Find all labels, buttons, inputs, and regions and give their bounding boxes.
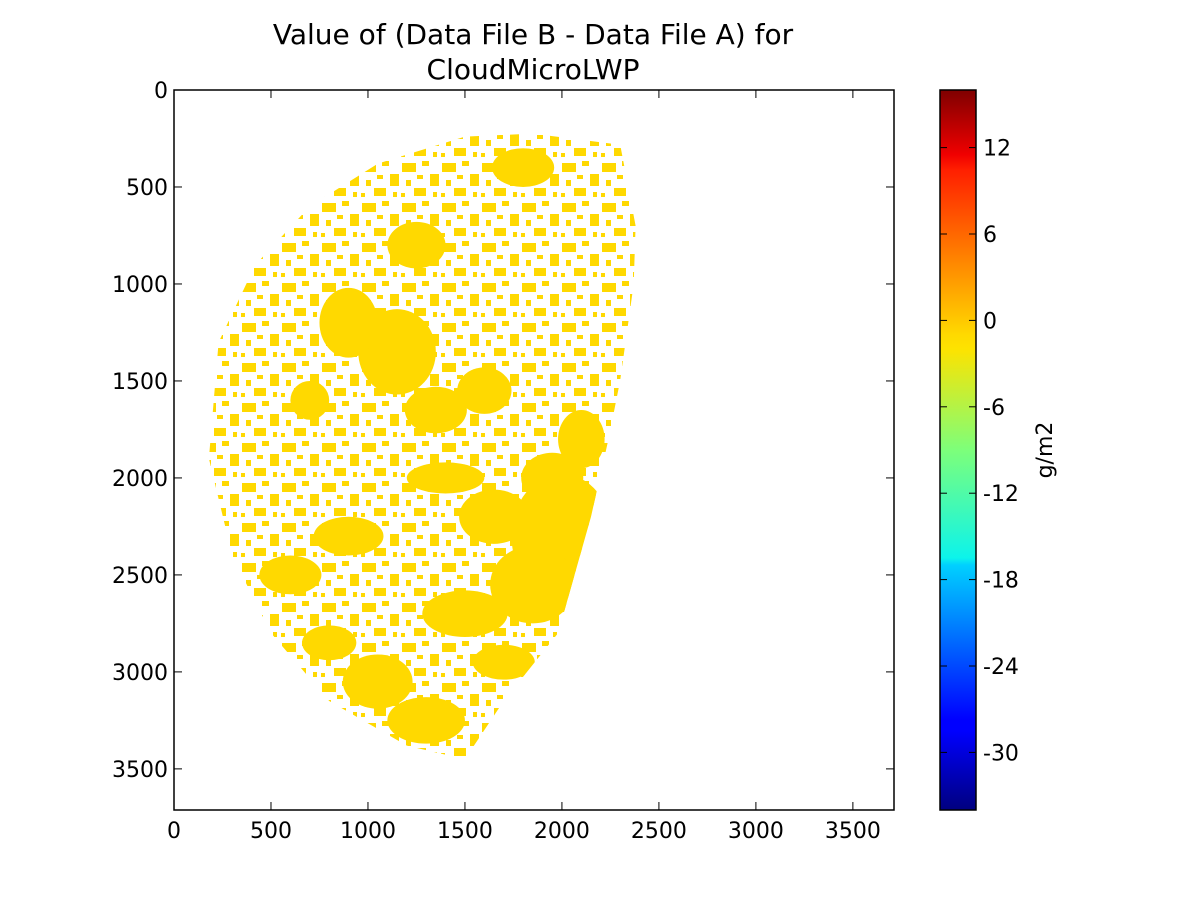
x-tick-label: 500: [250, 819, 292, 844]
x-tick-label: 1500: [437, 819, 493, 844]
colorbar-tick-label: -12: [983, 482, 1019, 507]
colorbar-tick-label: 6: [983, 223, 997, 248]
x-axis: 0 500 1000 1500 2000 2500 3000 3500: [167, 90, 881, 844]
colorbar-tick-label: -24: [983, 655, 1019, 680]
y-tick-label: 2500: [112, 564, 168, 589]
cloud-patch: [422, 590, 508, 637]
cloud-patch: [313, 516, 384, 556]
colorbar-tick-label: -30: [983, 741, 1019, 766]
y-axis: 0 500 1000 1500 2000 2500 3000 3500: [112, 79, 894, 783]
cloud-patch: [404, 386, 467, 434]
cloud-patch: [259, 555, 322, 595]
y-tick-label: 3500: [112, 758, 168, 783]
data-field-patches: [259, 148, 613, 744]
cloud-patch: [387, 697, 465, 744]
colorbar-axis: 12 6 0 -6 -12 -18 -24 -30: [940, 137, 1019, 766]
cloud-patch: [457, 367, 512, 414]
x-tick-label: 3500: [825, 819, 881, 844]
chart-title-line-1: Value of (Data File B - Data File A) for: [273, 18, 794, 51]
cloud-patch: [319, 287, 378, 358]
cloud-patch: [342, 654, 413, 709]
colorbar-label: g/m2: [1033, 422, 1058, 479]
cloud-patch: [302, 625, 357, 661]
colorbar-tick-label: -18: [983, 569, 1019, 594]
colorbar-tick-label: 0: [983, 309, 997, 334]
colorbar-tick-label: -6: [983, 396, 1005, 421]
colorbar: [939, 89, 977, 811]
plot-frame: [173, 89, 895, 811]
y-tick-label: 1500: [112, 370, 168, 395]
x-tick-label: 2500: [631, 819, 687, 844]
cloud-patch: [472, 644, 535, 680]
cloud-patch: [521, 452, 584, 504]
cloud-patch: [490, 545, 576, 624]
cloud-patch: [290, 380, 330, 420]
chart-title-line-2: CloudMicroLWP: [427, 53, 640, 86]
cloud-patch: [406, 462, 485, 494]
x-tick-label: 3000: [728, 819, 784, 844]
cloud-patch: [358, 309, 436, 395]
y-tick-label: 1000: [112, 273, 168, 298]
cloud-patch: [492, 148, 555, 187]
cloud-patch: [558, 410, 605, 469]
colorbar-tick-label: 12: [983, 137, 1011, 162]
y-tick-label: 0: [154, 79, 168, 104]
y-tick-label: 500: [126, 176, 168, 201]
y-tick-label: 3000: [112, 661, 168, 686]
cloud-patch: [387, 221, 446, 269]
x-tick-label: 2000: [534, 819, 590, 844]
y-tick-label: 2000: [112, 467, 168, 492]
x-tick-label: 0: [167, 819, 181, 844]
x-tick-label: 1000: [340, 819, 396, 844]
cloud-patch: [459, 489, 529, 544]
